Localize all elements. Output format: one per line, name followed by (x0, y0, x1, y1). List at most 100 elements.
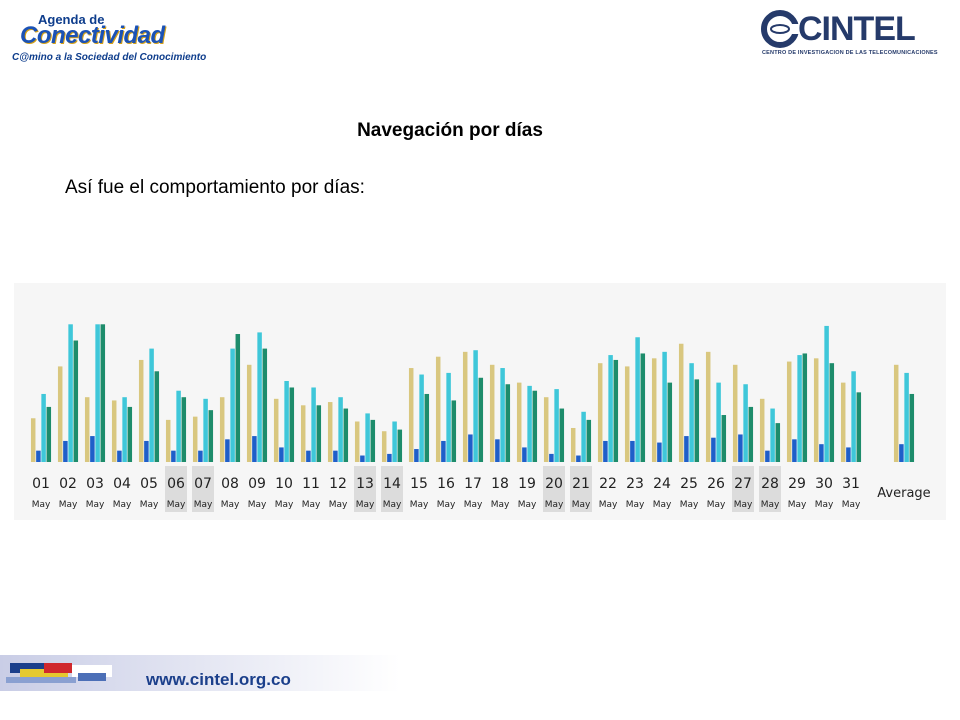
cintel-globe-icon (761, 10, 800, 48)
bar-24-series3 (662, 351, 667, 462)
x-tick-label-15: 15 (410, 476, 428, 492)
bar-05-series4 (154, 371, 160, 462)
bar-15-series1 (408, 368, 414, 462)
bar-03-series3 (95, 324, 100, 462)
x-sub-label-13: May (356, 500, 375, 510)
x-tick-label-23: 23 (626, 476, 644, 492)
x-tick-label-09: 09 (248, 476, 266, 492)
x-tick-label-01: 01 (32, 476, 50, 492)
bar-07-series4 (208, 410, 214, 462)
bar-16-series3 (446, 372, 451, 462)
bar-14-series4 (397, 429, 403, 462)
weekend-highlight-28 (759, 466, 781, 512)
bar-08-series4 (235, 334, 241, 462)
x-tick-label-02: 02 (59, 476, 77, 492)
bar-12-series2 (333, 450, 338, 462)
bar-07-series2 (198, 450, 203, 462)
x-tick-label-29: 29 (788, 476, 806, 492)
x-sub-label-27: May (734, 500, 753, 510)
bar-22-series4 (613, 359, 619, 462)
bar-06-series3 (176, 390, 181, 462)
bar-06-series1 (165, 419, 171, 462)
bar-02-series4 (73, 340, 79, 462)
bar-06-series4 (181, 397, 187, 462)
x-tick-label-07: 07 (194, 476, 212, 492)
bar-23-series3 (635, 337, 640, 462)
x-sub-label-09: May (248, 500, 267, 510)
bar-29-series4 (802, 353, 808, 462)
weekend-highlight-21 (570, 466, 592, 512)
bar-25-series2 (684, 436, 689, 462)
bar-07-series1 (192, 416, 198, 462)
bar-27-series1 (732, 364, 738, 462)
bar-25-series4 (694, 379, 700, 462)
bar-12-series1 (327, 402, 333, 462)
bar-20-series4 (559, 408, 565, 462)
x-tick-label-31: 31 (842, 476, 860, 492)
bar-14-series3 (392, 421, 397, 462)
x-tick-label-19: 19 (518, 476, 536, 492)
bar-01-series4 (46, 406, 52, 462)
x-sub-label-02: May (59, 500, 78, 510)
bar-29-series2 (792, 439, 797, 462)
x-sub-label-24: May (653, 500, 672, 510)
x-sub-label-14: May (383, 500, 402, 510)
x-sub-label-29: May (788, 500, 807, 510)
bar-04-series4 (127, 406, 133, 462)
cintel-wordmark: CINTEL (798, 10, 916, 48)
bar-22-series1 (597, 363, 603, 462)
bar-14-series2 (387, 453, 392, 462)
logo-top-text: Agenda de (38, 12, 105, 27)
x-sub-label-17: May (464, 500, 483, 510)
x-sub-label-26: May (707, 500, 726, 510)
bar-23-series1 (624, 366, 630, 462)
bar-29-series3 (797, 355, 802, 462)
page-title: Navegación por días (357, 120, 543, 141)
bar-12-series3 (338, 397, 343, 462)
bar-Average-series2 (899, 444, 904, 462)
x-sub-label-19: May (518, 500, 537, 510)
bar-28-series2 (765, 450, 770, 462)
x-sub-label-05: May (140, 500, 159, 510)
bar-13-series2 (360, 455, 365, 462)
bar-12-series4 (343, 408, 349, 462)
bar-01-series2 (36, 450, 41, 462)
bar-30-series1 (813, 358, 819, 462)
x-tick-label-13: 13 (356, 476, 374, 492)
x-sub-label-04: May (113, 500, 132, 510)
x-tick-label-08: 08 (221, 476, 239, 492)
bar-28-series1 (759, 398, 765, 462)
x-tick-label-18: 18 (491, 476, 509, 492)
bar-16-series4 (451, 400, 457, 462)
x-sub-label-12: May (329, 500, 348, 510)
x-tick-label-26: 26 (707, 476, 725, 492)
bar-02-series3 (68, 324, 73, 462)
weekend-highlight-07 (192, 466, 214, 512)
x-tick-label-Average: Average (877, 486, 930, 501)
bar-27-series2 (738, 434, 743, 462)
bar-18-series1 (489, 364, 495, 462)
x-sub-label-03: May (86, 500, 105, 510)
daily-navigation-chart: 01 May 02 May 03 May 04 May 05 May 06 May 07 May 08 May… (14, 283, 946, 520)
x-tick-label-20: 20 (545, 476, 563, 492)
bar-17-series3 (473, 350, 478, 462)
x-sub-label-07: May (194, 500, 213, 510)
bar-11-series4 (316, 405, 322, 462)
bar-23-series4 (640, 353, 646, 462)
bar-07-series3 (203, 398, 208, 462)
x-sub-label-16: May (437, 500, 456, 510)
cintel-subtitle: CENTRO DE INVESTIGACION DE LAS TELECOMUN… (762, 50, 938, 56)
bar-01-series1 (30, 418, 36, 462)
bar-22-series2 (603, 440, 608, 462)
x-sub-label-20: May (545, 500, 564, 510)
bar-18-series3 (500, 368, 505, 462)
x-tick-label-21: 21 (572, 476, 590, 492)
bar-15-series4 (424, 393, 430, 462)
x-tick-label-30: 30 (815, 476, 833, 492)
x-tick-label-24: 24 (653, 476, 671, 492)
x-tick-label-03: 03 (86, 476, 104, 492)
x-sub-label-31: May (842, 500, 861, 510)
bar-06-series2 (171, 450, 176, 462)
bar-31-series1 (840, 382, 846, 462)
bar-17-series1 (462, 351, 468, 462)
